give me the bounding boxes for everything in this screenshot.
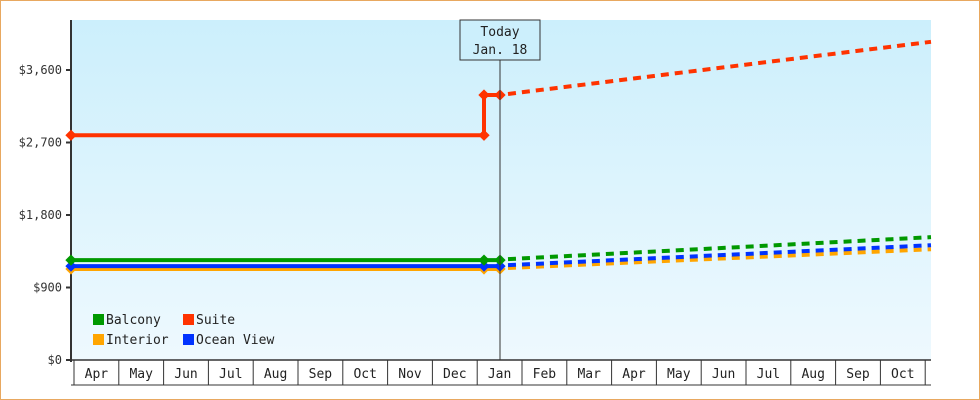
series-forecast-balcony (507, 235, 932, 262)
x-tick-label: Feb (533, 367, 557, 382)
x-tick-label: Apr (622, 367, 646, 382)
x-tick-label: Mar (577, 367, 601, 382)
y-tick-label: $0 (48, 353, 62, 367)
legend: Balcony Suite Interior Ocean View (93, 313, 274, 348)
x-tick-label: Jan (488, 367, 511, 382)
y-tick-label: $3,600 (19, 63, 62, 77)
series-forecast-ocean-view (507, 243, 932, 268)
legend-label[interactable]: Suite (196, 313, 235, 328)
legend-label[interactable]: Ocean View (196, 333, 274, 348)
x-tick-label: Oct (353, 367, 376, 382)
x-tick-label: Jun (174, 367, 197, 382)
today-label: Today (480, 25, 519, 40)
x-tick-label: Nov (398, 367, 422, 382)
data-point-marker[interactable] (478, 260, 490, 272)
x-axis: Apr May Jun Jul Aug Sep Oct Nov Dec Jan Feb Mar Apr M… (71, 359, 931, 386)
x-tick-label: Aug (264, 367, 287, 382)
legend-swatch (93, 334, 104, 345)
legend-label[interactable]: Balcony (106, 313, 161, 328)
today-date: Jan. 18 (473, 43, 528, 58)
y-tick-label: $2,700 (19, 136, 62, 150)
series-forecast-interior (507, 247, 932, 270)
x-tick-label: Oct (891, 367, 914, 382)
legend-swatch (93, 314, 104, 325)
x-tick-label: Sep (846, 367, 870, 382)
x-tick-label: Apr (85, 367, 109, 382)
x-tick-label: Sep (309, 367, 333, 382)
legend-swatch (183, 314, 194, 325)
y-tick-label: $1,800 (19, 208, 62, 222)
data-point-marker[interactable] (478, 254, 490, 266)
x-tick-label: May (129, 367, 153, 382)
legend-label[interactable]: Interior (106, 333, 169, 348)
series-forecast-suite (507, 39, 932, 96)
y-axis: $0 $900 $1,800 $2,700 $3,600 (19, 20, 72, 367)
x-tick-label: Jul (757, 367, 780, 382)
today-marker: Today Jan. 18 (459, 19, 541, 360)
x-tick-label: Jun (712, 367, 735, 382)
series-history-suite (71, 92, 500, 138)
x-tick-label: Dec (443, 367, 466, 382)
x-tick-label: May (667, 367, 691, 382)
plot-area (71, 20, 931, 360)
legend-swatch (183, 334, 194, 345)
data-point-marker[interactable] (478, 129, 490, 141)
x-tick-label: Jul (219, 367, 242, 382)
y-tick-label: $900 (33, 281, 62, 295)
x-tick-label: Aug (801, 367, 824, 382)
